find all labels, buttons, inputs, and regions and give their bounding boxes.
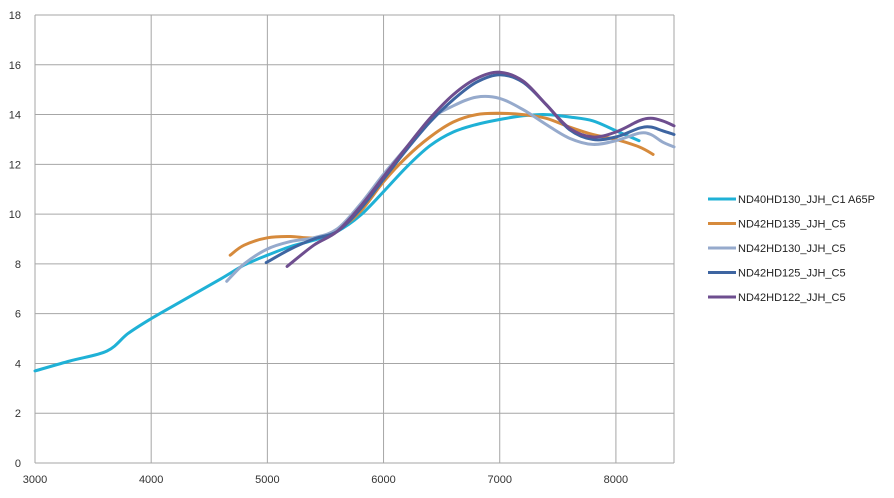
y-tick-label: 18 bbox=[9, 10, 21, 22]
legend-label: ND42HD130_JJH_C5 bbox=[738, 243, 846, 255]
series-line-5 bbox=[285, 70, 676, 268]
x-tick-label: 3000 bbox=[23, 474, 47, 486]
legend: ND40HD130_JJH_C1 A65P ND42HD135_JJH_C5 ND4… bbox=[708, 194, 875, 304]
x-tick-label: 8000 bbox=[604, 474, 628, 486]
series-line-3 bbox=[225, 94, 676, 283]
y-tick-label: 4 bbox=[15, 358, 21, 370]
legend-label: ND42HD122_JJH_C5 bbox=[738, 292, 846, 304]
x-tick-label: 6000 bbox=[371, 474, 395, 486]
y-tick-label: 12 bbox=[9, 159, 21, 171]
y-tick-label: 0 bbox=[15, 458, 21, 470]
y-tick-label: 14 bbox=[9, 110, 21, 122]
legend-label: ND42HD125_JJH_C5 bbox=[738, 268, 846, 280]
y-tick-label: 10 bbox=[9, 209, 21, 221]
x-tick-label: 7000 bbox=[487, 474, 511, 486]
axes: 3000 4000 5000 6000 7000 8000 0 2 4 6 8 10 12 14 16 18 bbox=[9, 10, 628, 486]
series-line-1 bbox=[33, 113, 641, 373]
x-tick-label: 5000 bbox=[255, 474, 279, 486]
y-tick-label: 8 bbox=[15, 259, 21, 271]
y-tick-label: 16 bbox=[9, 60, 21, 72]
grid bbox=[34, 14, 675, 464]
legend-label: ND42HD135_JJH_C5 bbox=[738, 219, 846, 231]
x-tick-label: 4000 bbox=[139, 474, 163, 486]
series-line-4 bbox=[264, 73, 676, 265]
series-line-2 bbox=[228, 111, 655, 257]
y-tick-label: 6 bbox=[15, 309, 21, 321]
legend-label: ND40HD130_JJH_C1 A65P bbox=[738, 194, 875, 206]
y-tick-label: 2 bbox=[15, 408, 21, 420]
series-lines bbox=[33, 70, 676, 373]
